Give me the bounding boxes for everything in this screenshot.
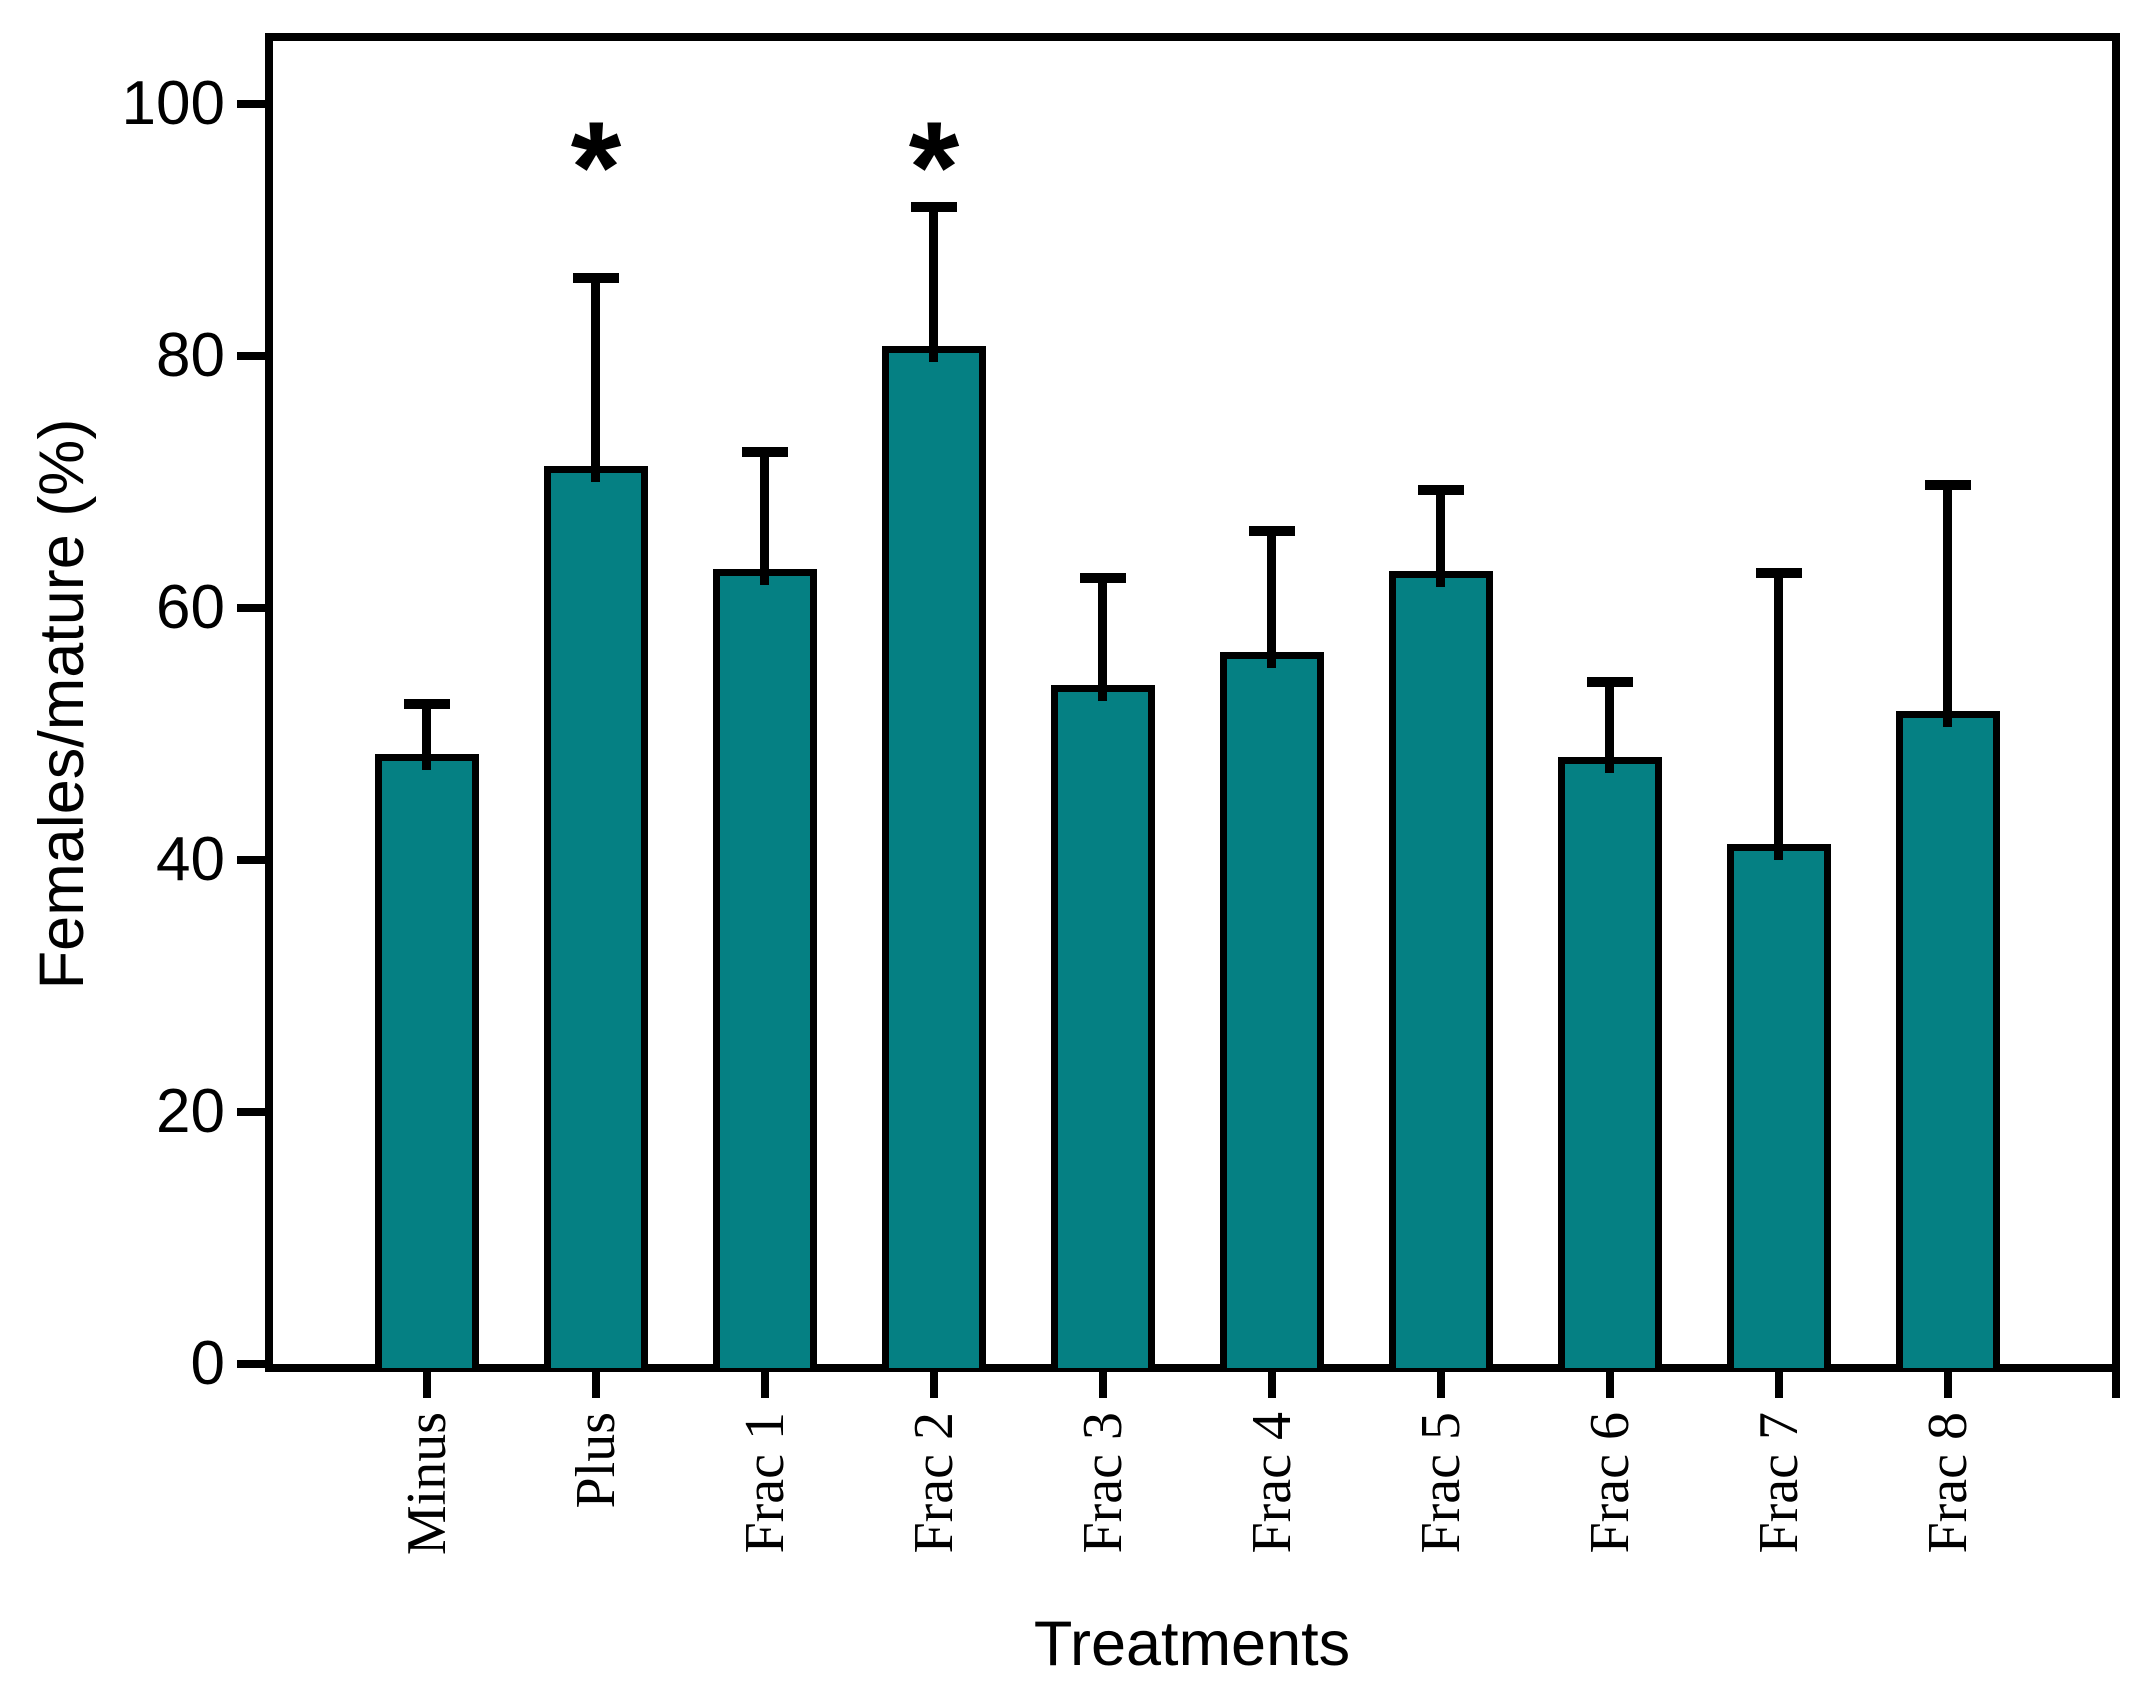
x-tick [761, 1372, 769, 1398]
error-bar-stem [422, 703, 431, 771]
error-bar-stem [1943, 484, 1952, 728]
bar-frac-7 [1727, 843, 1831, 1368]
bar-frac-1 [713, 568, 817, 1368]
y-tick-label: 100 [121, 69, 225, 138]
error-bar-cap [1418, 484, 1464, 495]
bar-frac-8 [1896, 711, 2000, 1368]
x-tick-label: Frac 8 [1917, 1412, 1979, 1554]
x-tick-label: Frac 1 [734, 1412, 796, 1554]
x-tick-label: Plus [565, 1412, 627, 1509]
y-tick [237, 100, 265, 108]
error-bar-stem [1267, 531, 1276, 669]
error-bar-stem [760, 451, 769, 585]
x-tick [930, 1372, 938, 1398]
bar-frac-4 [1220, 652, 1324, 1368]
y-tick [237, 604, 265, 612]
y-tick-label: 40 [156, 825, 225, 894]
x-tick [1775, 1372, 1783, 1398]
error-bar-cap [1080, 572, 1126, 583]
x-tick [423, 1372, 431, 1398]
x-tick-label: Frac 7 [1748, 1412, 1810, 1554]
x-tick [1099, 1372, 1107, 1398]
error-bar-cap [573, 272, 619, 283]
bar-minus [375, 754, 479, 1368]
bar-frac-6 [1558, 756, 1662, 1368]
significance-asterisk: * [908, 94, 960, 240]
y-tick-label: 60 [156, 573, 225, 642]
error-bar-stem [1774, 572, 1783, 860]
error-bar-cap [1587, 677, 1633, 688]
error-bar-cap [404, 698, 450, 709]
error-bar-cap [1925, 479, 1971, 490]
error-bar-stem [1605, 682, 1614, 773]
y-tick [237, 352, 265, 360]
x-tick [1944, 1372, 1952, 1398]
error-bar-cap [911, 202, 957, 213]
bar-plus [544, 465, 648, 1368]
error-bar-cap [1249, 526, 1295, 537]
significance-asterisk: * [570, 94, 622, 240]
y-tick [237, 1108, 265, 1116]
x-tick [1606, 1372, 1614, 1398]
bar-frac-5 [1389, 571, 1493, 1368]
axis-end-tick [2112, 1372, 2120, 1398]
y-axis-title: Females/mature (%) [27, 418, 97, 990]
x-tick [592, 1372, 600, 1398]
error-bar-cap [1756, 567, 1802, 578]
y-tick-label: 0 [190, 1329, 225, 1398]
x-tick [1437, 1372, 1445, 1398]
error-bar-stem [1098, 577, 1107, 701]
error-bar-stem [929, 207, 938, 362]
x-axis-title: Treatments [1033, 1609, 1351, 1679]
y-tick-label: 80 [156, 321, 225, 390]
x-tick [1268, 1372, 1276, 1398]
y-tick [237, 1360, 265, 1368]
error-bar-stem [591, 277, 600, 482]
error-bar-cap [742, 446, 788, 457]
x-tick-label: Frac 6 [1579, 1412, 1641, 1554]
x-tick-label: Minus [396, 1412, 458, 1556]
error-bar-stem [1436, 489, 1445, 588]
bar-frac-2 [882, 345, 986, 1368]
bar-frac-3 [1051, 684, 1155, 1368]
y-tick-label: 20 [156, 1077, 225, 1146]
y-tick [237, 856, 265, 864]
